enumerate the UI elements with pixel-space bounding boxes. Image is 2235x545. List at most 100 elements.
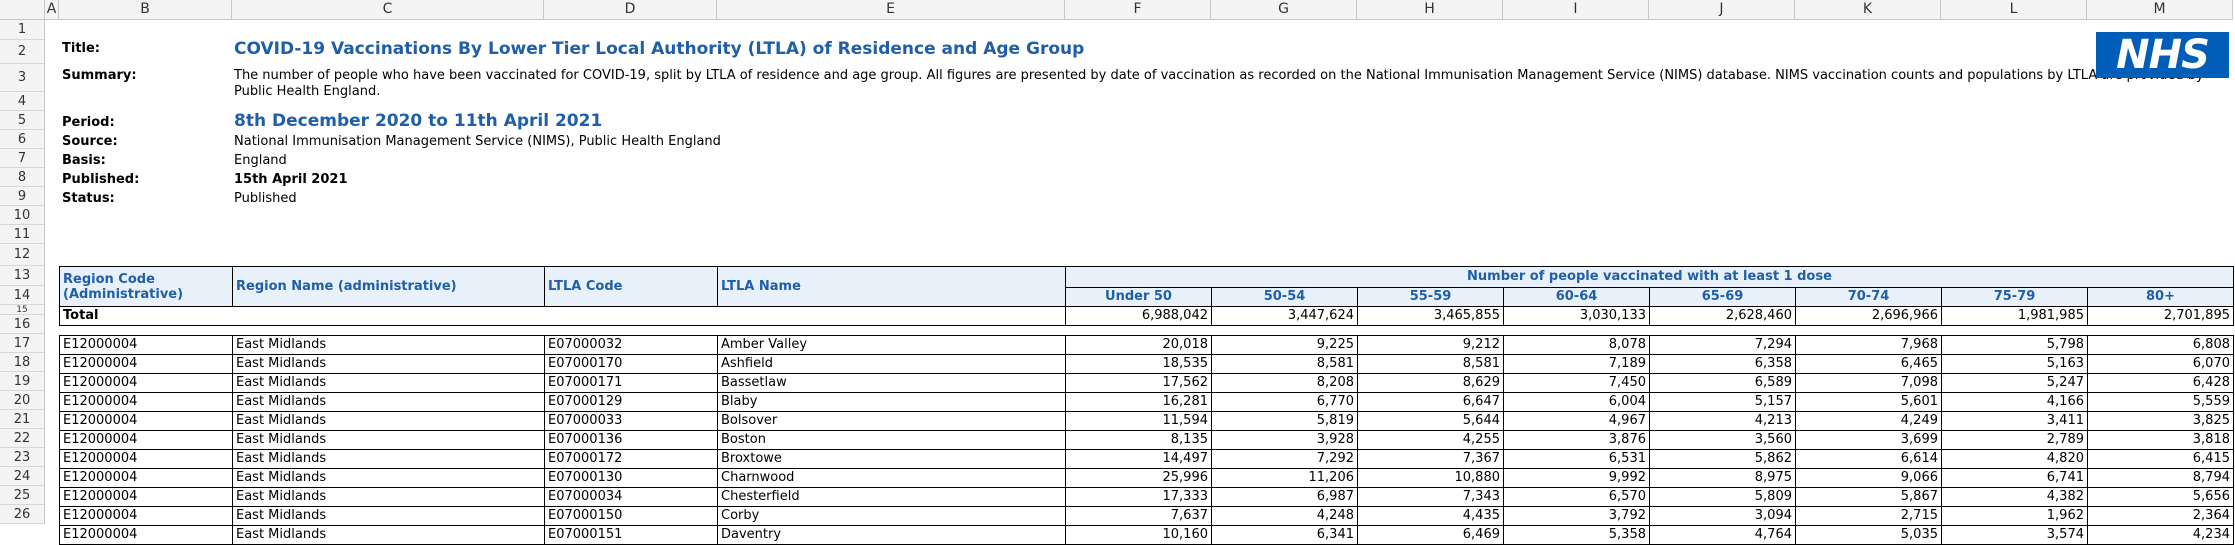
row-header[interactable]: 8 <box>0 168 44 187</box>
region-name-cell[interactable]: East Midlands <box>232 392 545 412</box>
vaccination-count-cell[interactable]: 6,770 <box>1211 392 1358 412</box>
region-code-cell[interactable]: E12000004 <box>59 430 233 450</box>
region-name-cell[interactable]: East Midlands <box>232 354 545 374</box>
vaccination-count-cell[interactable]: 11,206 <box>1211 468 1358 488</box>
vaccination-count-cell[interactable]: 4,234 <box>2087 525 2234 545</box>
vaccination-count-cell[interactable]: 4,967 <box>1503 411 1650 431</box>
region-name-cell[interactable]: East Midlands <box>232 411 545 431</box>
header-age-75-79[interactable]: 75-79 <box>1941 287 2088 307</box>
vaccination-count-cell[interactable]: 5,601 <box>1795 392 1942 412</box>
vaccination-count-cell[interactable]: 5,157 <box>1649 392 1796 412</box>
vaccination-count-cell[interactable]: 6,570 <box>1503 487 1650 507</box>
row-header[interactable]: 19 <box>0 372 44 391</box>
vaccination-count-cell[interactable]: 5,809 <box>1649 487 1796 507</box>
total-label[interactable]: Total <box>59 306 233 326</box>
column-header-k[interactable]: K <box>1795 0 1941 19</box>
ltla-code-cell[interactable]: E07000136 <box>544 430 718 450</box>
vaccination-count-cell[interactable]: 5,644 <box>1357 411 1504 431</box>
total-value[interactable]: 6,988,042 <box>1065 306 1212 326</box>
header-age-65-69[interactable]: 65-69 <box>1649 287 1796 307</box>
vaccination-count-cell[interactable]: 6,808 <box>2087 335 2234 355</box>
region-code-cell[interactable]: E12000004 <box>59 411 233 431</box>
vaccination-count-cell[interactable]: 7,968 <box>1795 335 1942 355</box>
vaccination-count-cell[interactable]: 25,996 <box>1065 468 1212 488</box>
vaccination-count-cell[interactable]: 4,255 <box>1357 430 1504 450</box>
ltla-name-cell[interactable]: Blaby <box>717 392 1066 412</box>
vaccination-count-cell[interactable]: 7,294 <box>1649 335 1796 355</box>
region-name-cell[interactable]: East Midlands <box>232 487 545 507</box>
vaccination-count-cell[interactable]: 6,341 <box>1211 525 1358 545</box>
vaccination-count-cell[interactable]: 5,798 <box>1941 335 2088 355</box>
row-header[interactable]: 16 <box>0 315 44 334</box>
vaccination-count-cell[interactable]: 4,435 <box>1357 506 1504 526</box>
vaccination-count-cell[interactable]: 4,764 <box>1649 525 1796 545</box>
vaccination-count-cell[interactable]: 8,581 <box>1357 354 1504 374</box>
vaccination-count-cell[interactable]: 5,862 <box>1649 449 1796 469</box>
header-dose-group[interactable]: Number of people vaccinated with at leas… <box>1065 266 2234 288</box>
region-name-cell[interactable]: East Midlands <box>232 468 545 488</box>
vaccination-count-cell[interactable]: 6,004 <box>1503 392 1650 412</box>
column-header-a[interactable]: A <box>45 0 59 19</box>
ltla-name-cell[interactable]: Broxtowe <box>717 449 1066 469</box>
vaccination-count-cell[interactable]: 7,292 <box>1211 449 1358 469</box>
total-value[interactable]: 3,030,133 <box>1503 306 1650 326</box>
vaccination-count-cell[interactable]: 3,818 <box>2087 430 2234 450</box>
vaccination-count-cell[interactable]: 6,469 <box>1357 525 1504 545</box>
source-value[interactable]: National Immunisation Management Service… <box>234 134 721 149</box>
summary-text[interactable]: The number of people who have been vacci… <box>234 68 2204 99</box>
vaccination-count-cell[interactable]: 5,163 <box>1941 354 2088 374</box>
total-value[interactable]: 3,465,855 <box>1357 306 1504 326</box>
row-header[interactable]: 9 <box>0 187 44 206</box>
column-header-d[interactable]: D <box>544 0 717 19</box>
ltla-name-cell[interactable]: Charnwood <box>717 468 1066 488</box>
region-code-cell[interactable]: E12000004 <box>59 335 233 355</box>
vaccination-count-cell[interactable]: 11,594 <box>1065 411 1212 431</box>
vaccination-count-cell[interactable]: 9,212 <box>1357 335 1504 355</box>
row-header[interactable]: 6 <box>0 130 44 149</box>
header-region-code[interactable]: Region Code (Administrative) <box>59 266 233 307</box>
vaccination-count-cell[interactable]: 9,225 <box>1211 335 1358 355</box>
column-header-b[interactable]: B <box>59 0 232 19</box>
vaccination-count-cell[interactable]: 5,035 <box>1795 525 1942 545</box>
vaccination-count-cell[interactable]: 6,358 <box>1649 354 1796 374</box>
vaccination-count-cell[interactable]: 10,880 <box>1357 468 1504 488</box>
vaccination-count-cell[interactable]: 3,825 <box>2087 411 2234 431</box>
period-value[interactable]: 8th December 2020 to 11th April 2021 <box>234 111 603 131</box>
vaccination-count-cell[interactable]: 20,018 <box>1065 335 1212 355</box>
vaccination-count-cell[interactable]: 6,465 <box>1795 354 1942 374</box>
column-header-h[interactable]: H <box>1357 0 1503 19</box>
row-header[interactable]: 26 <box>0 505 44 524</box>
row-header[interactable]: 24 <box>0 467 44 486</box>
vaccination-count-cell[interactable]: 8,581 <box>1211 354 1358 374</box>
vaccination-count-cell[interactable]: 8,794 <box>2087 468 2234 488</box>
vaccination-count-cell[interactable]: 5,819 <box>1211 411 1358 431</box>
region-code-cell[interactable]: E12000004 <box>59 487 233 507</box>
basis-value[interactable]: England <box>234 153 287 168</box>
vaccination-count-cell[interactable]: 3,699 <box>1795 430 1942 450</box>
vaccination-count-cell[interactable]: 6,589 <box>1649 373 1796 393</box>
column-header-l[interactable]: L <box>1941 0 2087 19</box>
column-header-c[interactable]: C <box>232 0 544 19</box>
region-code-cell[interactable]: E12000004 <box>59 506 233 526</box>
total-value[interactable]: 2,701,895 <box>2087 306 2234 326</box>
row-header[interactable]: 22 <box>0 429 44 448</box>
total-blank[interactable] <box>232 306 545 326</box>
header-ltla-code[interactable]: LTLA Code <box>544 266 718 307</box>
column-header-g[interactable]: G <box>1211 0 1357 19</box>
vaccination-count-cell[interactable]: 3,792 <box>1503 506 1650 526</box>
row-header[interactable]: 1 <box>0 20 44 40</box>
vaccination-count-cell[interactable]: 2,364 <box>2087 506 2234 526</box>
vaccination-count-cell[interactable]: 6,415 <box>2087 449 2234 469</box>
vaccination-count-cell[interactable]: 6,987 <box>1211 487 1358 507</box>
vaccination-count-cell[interactable]: 5,247 <box>1941 373 2088 393</box>
column-header-j[interactable]: J <box>1649 0 1795 19</box>
vaccination-count-cell[interactable]: 7,367 <box>1357 449 1504 469</box>
ltla-name-cell[interactable]: Bassetlaw <box>717 373 1066 393</box>
column-header-e[interactable]: E <box>717 0 1065 19</box>
region-code-cell[interactable]: E12000004 <box>59 392 233 412</box>
row-header[interactable]: 14 <box>0 286 44 305</box>
vaccination-count-cell[interactable]: 7,450 <box>1503 373 1650 393</box>
ltla-code-cell[interactable]: E07000130 <box>544 468 718 488</box>
vaccination-count-cell[interactable]: 17,562 <box>1065 373 1212 393</box>
row-header[interactable]: 12 <box>0 244 44 266</box>
